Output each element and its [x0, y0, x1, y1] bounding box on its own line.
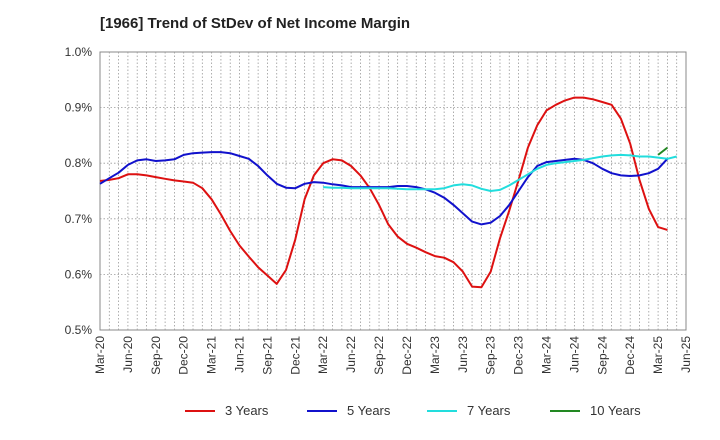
legend-label: 5 Years: [347, 403, 391, 418]
x-tick-label: Jun-22: [344, 336, 358, 373]
y-tick-label: 0.6%: [65, 267, 93, 281]
x-tick-label: Mar-24: [539, 336, 553, 374]
legend-label: 7 Years: [467, 403, 511, 418]
x-tick-label: Sep-22: [372, 336, 386, 375]
x-tick-label: Mar-21: [205, 336, 219, 374]
series-line-5-years: [99, 151, 669, 226]
x-tick-label: Mar-20: [93, 336, 107, 374]
legend-label: 10 Years: [590, 403, 641, 418]
x-tick-label: Mar-23: [428, 336, 442, 374]
legend-item: 5 Years: [307, 403, 391, 418]
x-tick-label: Dec-20: [177, 336, 191, 375]
legend-label: 3 Years: [225, 403, 269, 418]
x-tick-label: Sep-20: [149, 336, 163, 375]
x-tick-label: Jun-21: [233, 336, 247, 373]
y-tick-label: 0.8%: [65, 156, 93, 170]
legend-item: 7 Years: [427, 403, 511, 418]
x-tick-label: Jun-20: [121, 336, 135, 373]
x-tick-label: Sep-23: [484, 336, 498, 375]
x-tick-label: Sep-24: [595, 336, 609, 375]
x-tick-label: Dec-21: [288, 336, 302, 375]
x-tick-label: Dec-23: [512, 336, 526, 375]
x-tick-label: Jun-23: [456, 336, 470, 373]
plot-area: [99, 51, 687, 331]
y-tick-label: 1.0%: [65, 45, 93, 59]
x-tick-label: Dec-22: [400, 336, 414, 375]
x-tick-label: Dec-24: [623, 336, 637, 375]
legend-item: 3 Years: [185, 403, 269, 418]
legend-item: 10 Years: [550, 403, 641, 418]
x-tick-label: Mar-22: [316, 336, 330, 374]
x-tick-label: Sep-21: [260, 336, 274, 375]
y-tick-label: 0.5%: [65, 323, 93, 337]
chart-title: [1966] Trend of StDev of Net Income Marg…: [100, 15, 410, 32]
x-tick-label: Jun-25: [679, 336, 693, 373]
series-line-10-years: [657, 146, 669, 156]
x-tick-label: Jun-24: [567, 336, 581, 373]
y-tick-label: 0.7%: [65, 212, 93, 226]
series-line-7-years: [323, 153, 677, 192]
x-tick-label: Mar-25: [651, 336, 665, 374]
series-line-3-years: [99, 96, 668, 289]
y-tick-label: 0.9%: [65, 101, 93, 115]
